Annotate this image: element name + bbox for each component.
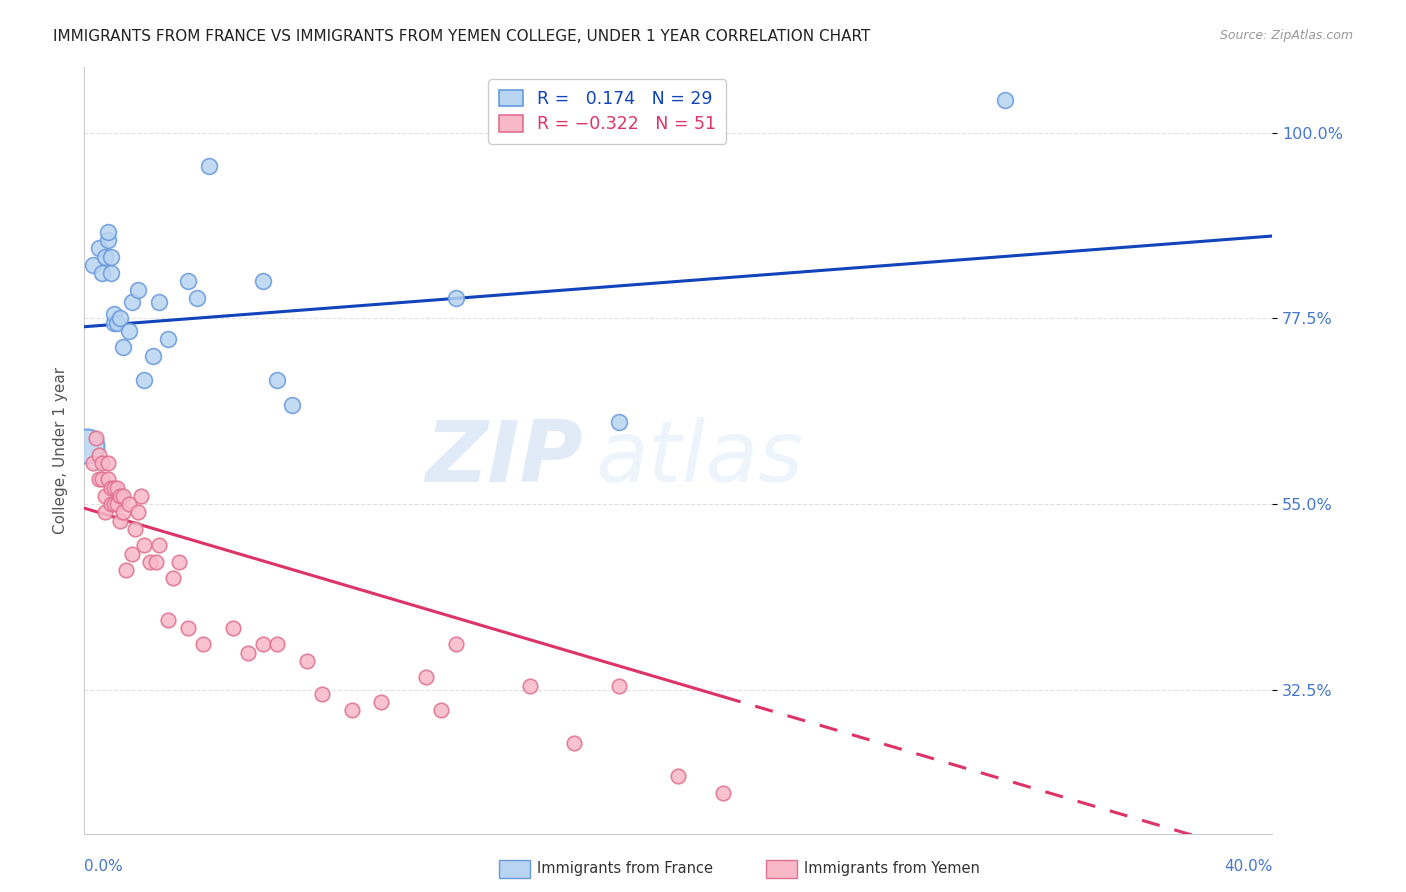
Point [148, 538, 170, 552]
Point [105, 481, 128, 495]
Point [115, 563, 138, 577]
Point [607, 679, 630, 693]
Point [121, 547, 143, 561]
Text: 0.0%: 0.0% [84, 859, 124, 874]
Point [94, 505, 117, 519]
Point [97, 472, 120, 486]
Point [124, 522, 146, 536]
Point [295, 654, 318, 668]
Point [444, 637, 467, 651]
Point [103, 307, 125, 321]
Text: 40.0%: 40.0% [1225, 859, 1272, 874]
Point [252, 274, 274, 288]
Point [91, 456, 114, 470]
Text: ZIP: ZIP [426, 417, 583, 500]
Point [711, 786, 734, 800]
Text: Immigrants from Yemen: Immigrants from Yemen [804, 862, 980, 876]
Point [118, 324, 141, 338]
Point [89, 241, 111, 255]
Point [111, 340, 134, 354]
Point [118, 497, 141, 511]
Point [89, 472, 111, 486]
Point [994, 93, 1017, 107]
Point [236, 646, 259, 660]
Point [430, 703, 453, 717]
Point [108, 489, 131, 503]
Text: Source: ZipAtlas.com: Source: ZipAtlas.com [1219, 29, 1353, 43]
Point [103, 497, 125, 511]
Point [103, 481, 125, 495]
Point [89, 448, 111, 462]
Point [129, 489, 152, 503]
Point [100, 266, 122, 280]
Text: atlas: atlas [595, 417, 803, 500]
Point [266, 637, 288, 651]
Point [94, 489, 117, 503]
Point [100, 250, 122, 264]
Point [127, 283, 149, 297]
Point [519, 679, 541, 693]
Point [138, 555, 160, 569]
Legend: R =   0.174   N = 29, R = −0.322   N = 51: R = 0.174 N = 29, R = −0.322 N = 51 [488, 79, 725, 144]
Point [132, 538, 155, 552]
Point [169, 555, 191, 569]
Point [668, 769, 690, 783]
Point [415, 670, 437, 684]
Point [564, 736, 586, 750]
Point [103, 316, 125, 330]
Point [148, 295, 170, 310]
Point [198, 159, 221, 173]
Point [191, 637, 215, 651]
Point [97, 456, 120, 470]
Point [100, 481, 122, 495]
Point [91, 266, 114, 280]
Point [111, 489, 134, 503]
Point [266, 373, 288, 387]
Point [121, 295, 143, 310]
Point [281, 398, 304, 412]
Point [311, 687, 333, 701]
Point [340, 703, 363, 717]
Point [252, 637, 274, 651]
Point [156, 332, 179, 346]
Point [82, 456, 104, 470]
Point [82, 258, 104, 272]
Point [100, 497, 122, 511]
Point [444, 291, 467, 305]
Point [162, 571, 184, 585]
Point [142, 349, 165, 363]
Point [94, 250, 117, 264]
Point [222, 621, 245, 635]
Point [127, 505, 149, 519]
Point [97, 225, 120, 239]
Y-axis label: College, Under 1 year: College, Under 1 year [52, 367, 67, 534]
Text: Immigrants from France: Immigrants from France [537, 862, 713, 876]
Point [108, 514, 131, 528]
Point [132, 373, 155, 387]
Point [370, 695, 392, 709]
Point [607, 415, 630, 429]
Point [108, 311, 131, 326]
Point [105, 497, 128, 511]
Point [111, 505, 134, 519]
Point [177, 621, 200, 635]
Point [156, 613, 179, 627]
Point [177, 274, 200, 288]
Point [186, 291, 208, 305]
Point [105, 316, 128, 330]
Point [91, 472, 114, 486]
Text: IMMIGRANTS FROM FRANCE VS IMMIGRANTS FROM YEMEN COLLEGE, UNDER 1 YEAR CORRELATIO: IMMIGRANTS FROM FRANCE VS IMMIGRANTS FRO… [53, 29, 870, 45]
Point [97, 233, 120, 247]
Point [145, 555, 167, 569]
Point [76, 439, 98, 453]
Point [84, 431, 107, 445]
